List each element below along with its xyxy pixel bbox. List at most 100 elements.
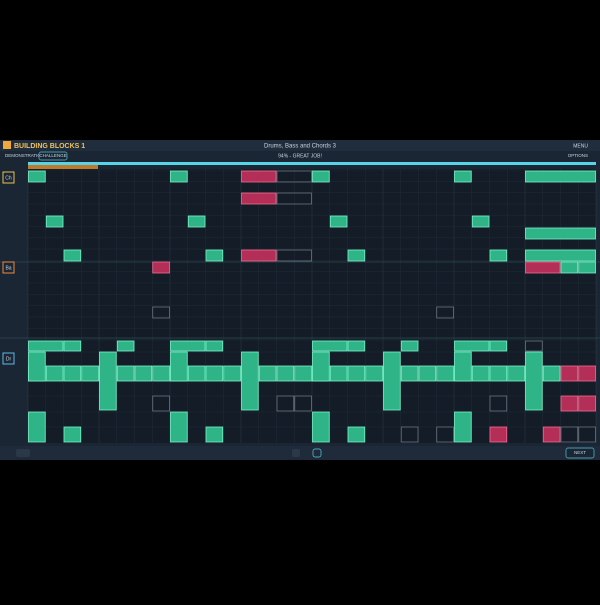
track-icon[interactable] xyxy=(2,261,15,274)
title-bar xyxy=(0,140,600,151)
note xyxy=(152,395,170,412)
note xyxy=(471,365,490,382)
note xyxy=(525,249,596,262)
note xyxy=(560,426,579,443)
note xyxy=(99,351,117,411)
note xyxy=(347,365,366,382)
note xyxy=(471,215,490,228)
score: 94% - GREAT JOB! xyxy=(278,153,322,159)
challenge-button[interactable] xyxy=(38,151,68,161)
note xyxy=(489,340,508,352)
note xyxy=(205,426,224,443)
note xyxy=(347,249,366,262)
note xyxy=(223,365,241,382)
note xyxy=(542,365,561,382)
track-label: Ba xyxy=(5,265,11,271)
note xyxy=(170,340,206,352)
note xyxy=(187,365,206,382)
note xyxy=(63,249,82,262)
note xyxy=(116,340,135,352)
loop-button[interactable] xyxy=(312,448,322,458)
note xyxy=(436,426,454,443)
challenge-label: CHALLENGE xyxy=(39,153,66,158)
note xyxy=(578,426,596,443)
note xyxy=(241,170,277,183)
note xyxy=(454,340,490,352)
demo-tab[interactable]: DEMONSTRATION xyxy=(5,153,44,158)
track-label: Ch xyxy=(5,175,12,181)
note xyxy=(312,411,330,443)
note xyxy=(170,170,188,183)
note xyxy=(365,365,383,382)
note xyxy=(28,411,46,443)
note xyxy=(63,365,82,382)
note xyxy=(418,365,437,382)
note xyxy=(329,365,348,382)
note xyxy=(276,365,295,382)
note xyxy=(525,227,596,240)
note xyxy=(560,395,579,412)
note xyxy=(116,365,135,382)
note xyxy=(258,365,277,382)
note xyxy=(454,351,472,382)
note xyxy=(276,249,312,262)
track-icon[interactable] xyxy=(2,171,15,184)
note xyxy=(436,365,454,382)
note xyxy=(205,365,224,382)
next-button[interactable] xyxy=(565,447,595,459)
note xyxy=(489,249,508,262)
note xyxy=(578,395,596,412)
note xyxy=(241,249,277,262)
note xyxy=(45,215,64,228)
note xyxy=(312,351,330,382)
note xyxy=(312,340,348,352)
track-icon[interactable] xyxy=(2,352,15,365)
play-button[interactable] xyxy=(292,449,300,457)
note xyxy=(276,170,312,183)
progress-bar xyxy=(28,162,596,165)
note xyxy=(489,395,508,412)
note xyxy=(525,340,543,352)
note xyxy=(170,411,188,443)
note xyxy=(312,170,330,183)
note xyxy=(45,365,64,382)
note xyxy=(400,426,419,443)
note xyxy=(205,249,224,262)
note xyxy=(81,365,99,382)
note xyxy=(205,340,224,352)
note xyxy=(28,340,64,352)
note xyxy=(152,365,170,382)
note xyxy=(28,351,46,382)
app-title: BUILDING BLOCKS 1 xyxy=(14,143,85,150)
note xyxy=(294,365,312,382)
note xyxy=(578,261,596,274)
note xyxy=(436,306,454,319)
note xyxy=(507,365,525,382)
note xyxy=(63,426,82,443)
note xyxy=(187,215,206,228)
note xyxy=(489,426,508,443)
track-label: Dr xyxy=(6,356,12,362)
note xyxy=(525,351,543,411)
note xyxy=(329,215,348,228)
note xyxy=(276,395,295,412)
note xyxy=(560,261,579,274)
note xyxy=(525,170,596,183)
notes xyxy=(28,170,596,443)
menu[interactable]: MENU xyxy=(573,143,588,149)
note xyxy=(152,306,170,319)
note xyxy=(294,395,312,412)
next-label: NEXT xyxy=(574,450,586,455)
note xyxy=(276,192,312,205)
options[interactable]: OPTIONS xyxy=(568,153,588,158)
note xyxy=(63,340,82,352)
note xyxy=(578,365,596,382)
note xyxy=(347,340,366,352)
note xyxy=(400,340,419,352)
zoom-button[interactable] xyxy=(16,449,30,457)
note xyxy=(454,411,472,443)
note xyxy=(400,365,419,382)
loop-marker xyxy=(28,165,98,169)
song-title: Drums, Bass and Chords 3 xyxy=(264,144,337,150)
